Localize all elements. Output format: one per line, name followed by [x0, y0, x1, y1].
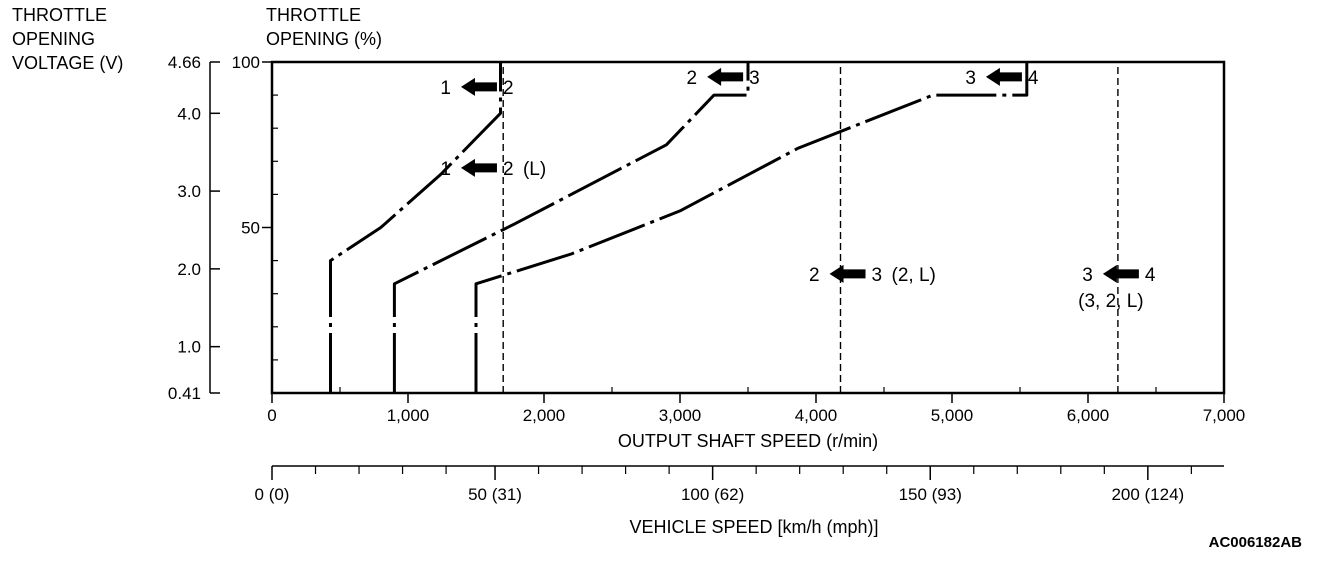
x-tick-label-1: 1,000 — [387, 406, 430, 425]
annotation-a34-to: 4 — [1028, 68, 1039, 89]
shift-arrow-icon — [460, 77, 497, 96]
left-title-line-3: VOLTAGE (V) — [12, 53, 123, 73]
output-shaft-speed-title: OUTPUT SHAFT SPEED (r/min) — [618, 431, 878, 451]
annotation-a12L-to: 2 — [503, 159, 514, 180]
x-tick-label-7: 7,000 — [1203, 406, 1246, 425]
annotation-a34L-from: 3 — [1082, 265, 1093, 286]
throttle-title-line-2: OPENING (%) — [266, 29, 382, 49]
shift-arrow-icon — [829, 264, 866, 283]
annotation-a12L: 1 2 (L) — [440, 158, 546, 180]
series-1-line — [392, 62, 750, 393]
annotation-a12L-from: 1 — [440, 159, 451, 180]
voltage-tick-label-5: 0.41 — [168, 384, 201, 403]
voltage-tick-label-1: 4.0 — [177, 104, 201, 123]
shift-arrow-icon — [460, 158, 497, 177]
output-shaft-speed-ticks: 0 1,000 2,000 3,000 4,000 5,000 6,000 7,000 — [267, 387, 1245, 425]
vehicle-speed-tick-label-3: 150 (93) — [899, 485, 962, 504]
shift-arrow-icon — [985, 67, 1022, 86]
annotation-a23L-suffix: (2, L) — [892, 265, 936, 286]
figure-code: AC006182AB — [1209, 534, 1303, 551]
x-tick-label-5: 5,000 — [931, 406, 974, 425]
series-2-line — [474, 62, 1029, 393]
throttle-axis-title: THROTTLE OPENING (%) — [266, 5, 382, 49]
shift-annotations: 1 2 2 3 3 41 2 (L)2 3 (2, L) 3 4(3, 2, L) — [440, 67, 1156, 312]
x-tick-label-2: 2,000 — [523, 406, 566, 425]
throttle-title-line-1: THROTTLE — [266, 5, 361, 25]
voltage-tick-label-0: 4.66 — [168, 53, 201, 72]
annotation-a23L-to: 3 — [872, 265, 883, 286]
annotation-a23-to: 3 — [749, 68, 760, 89]
throttle-axis-ticks: 100 50 — [232, 53, 278, 361]
voltage-axis-ticks: 4.66 4.0 3.0 2.0 1.0 0.41 — [168, 53, 220, 403]
annotation-a12L-suffix: (L) — [523, 159, 546, 180]
left-title-line-2: OPENING — [12, 29, 95, 49]
x-tick-label-6: 6,000 — [1067, 406, 1110, 425]
annotation-a34-from: 3 — [965, 68, 976, 89]
throttle-tick-label-1: 50 — [241, 219, 260, 238]
annotation-a23L-from: 2 — [809, 265, 820, 286]
annotation-a12-from: 1 — [440, 78, 451, 99]
annotation-a12-to: 2 — [503, 78, 514, 99]
shift-lines — [329, 62, 1119, 393]
left-voltage-axis-title: THROTTLE OPENING VOLTAGE (V) — [12, 5, 123, 73]
shift-arrow-icon — [707, 67, 744, 86]
annotation-a34L-suffix2: (3, 2, L) — [1078, 291, 1143, 312]
annotation-a23L: 2 3 (2, L) — [809, 264, 936, 286]
plot-frame — [270, 60, 1226, 395]
vehicle-speed-tick-label-1: 50 (31) — [468, 485, 522, 504]
vehicle-speed-tick-label-4: 200 (124) — [1111, 485, 1184, 504]
series-0-line — [329, 62, 502, 393]
vehicle-speed-ticks: 0 (0) 50 (31) 100 (62) 150 (93) 200 (124) — [255, 466, 1192, 504]
voltage-tick-label-2: 3.0 — [177, 182, 201, 201]
throttle-tick-label-0: 100 — [232, 53, 260, 72]
voltage-tick-label-3: 2.0 — [177, 260, 201, 279]
voltage-tick-label-4: 1.0 — [177, 338, 201, 357]
x-tick-label-4: 4,000 — [795, 406, 838, 425]
annotation-a34L-to: 4 — [1145, 265, 1156, 286]
annotation-a34L: 3 4(3, 2, L) — [1078, 264, 1156, 312]
x-tick-label-0: 0 — [267, 406, 276, 425]
vehicle-speed-title: VEHICLE SPEED [km/h (mph)] — [629, 517, 878, 537]
vehicle-speed-tick-label-2: 100 (62) — [681, 485, 744, 504]
shift-arrow-icon — [1102, 264, 1139, 283]
x-tick-label-3: 3,000 — [659, 406, 702, 425]
left-title-line-1: THROTTLE — [12, 5, 107, 25]
annotation-a23-from: 2 — [687, 68, 698, 89]
vehicle-speed-tick-label-0: 0 (0) — [255, 485, 290, 504]
